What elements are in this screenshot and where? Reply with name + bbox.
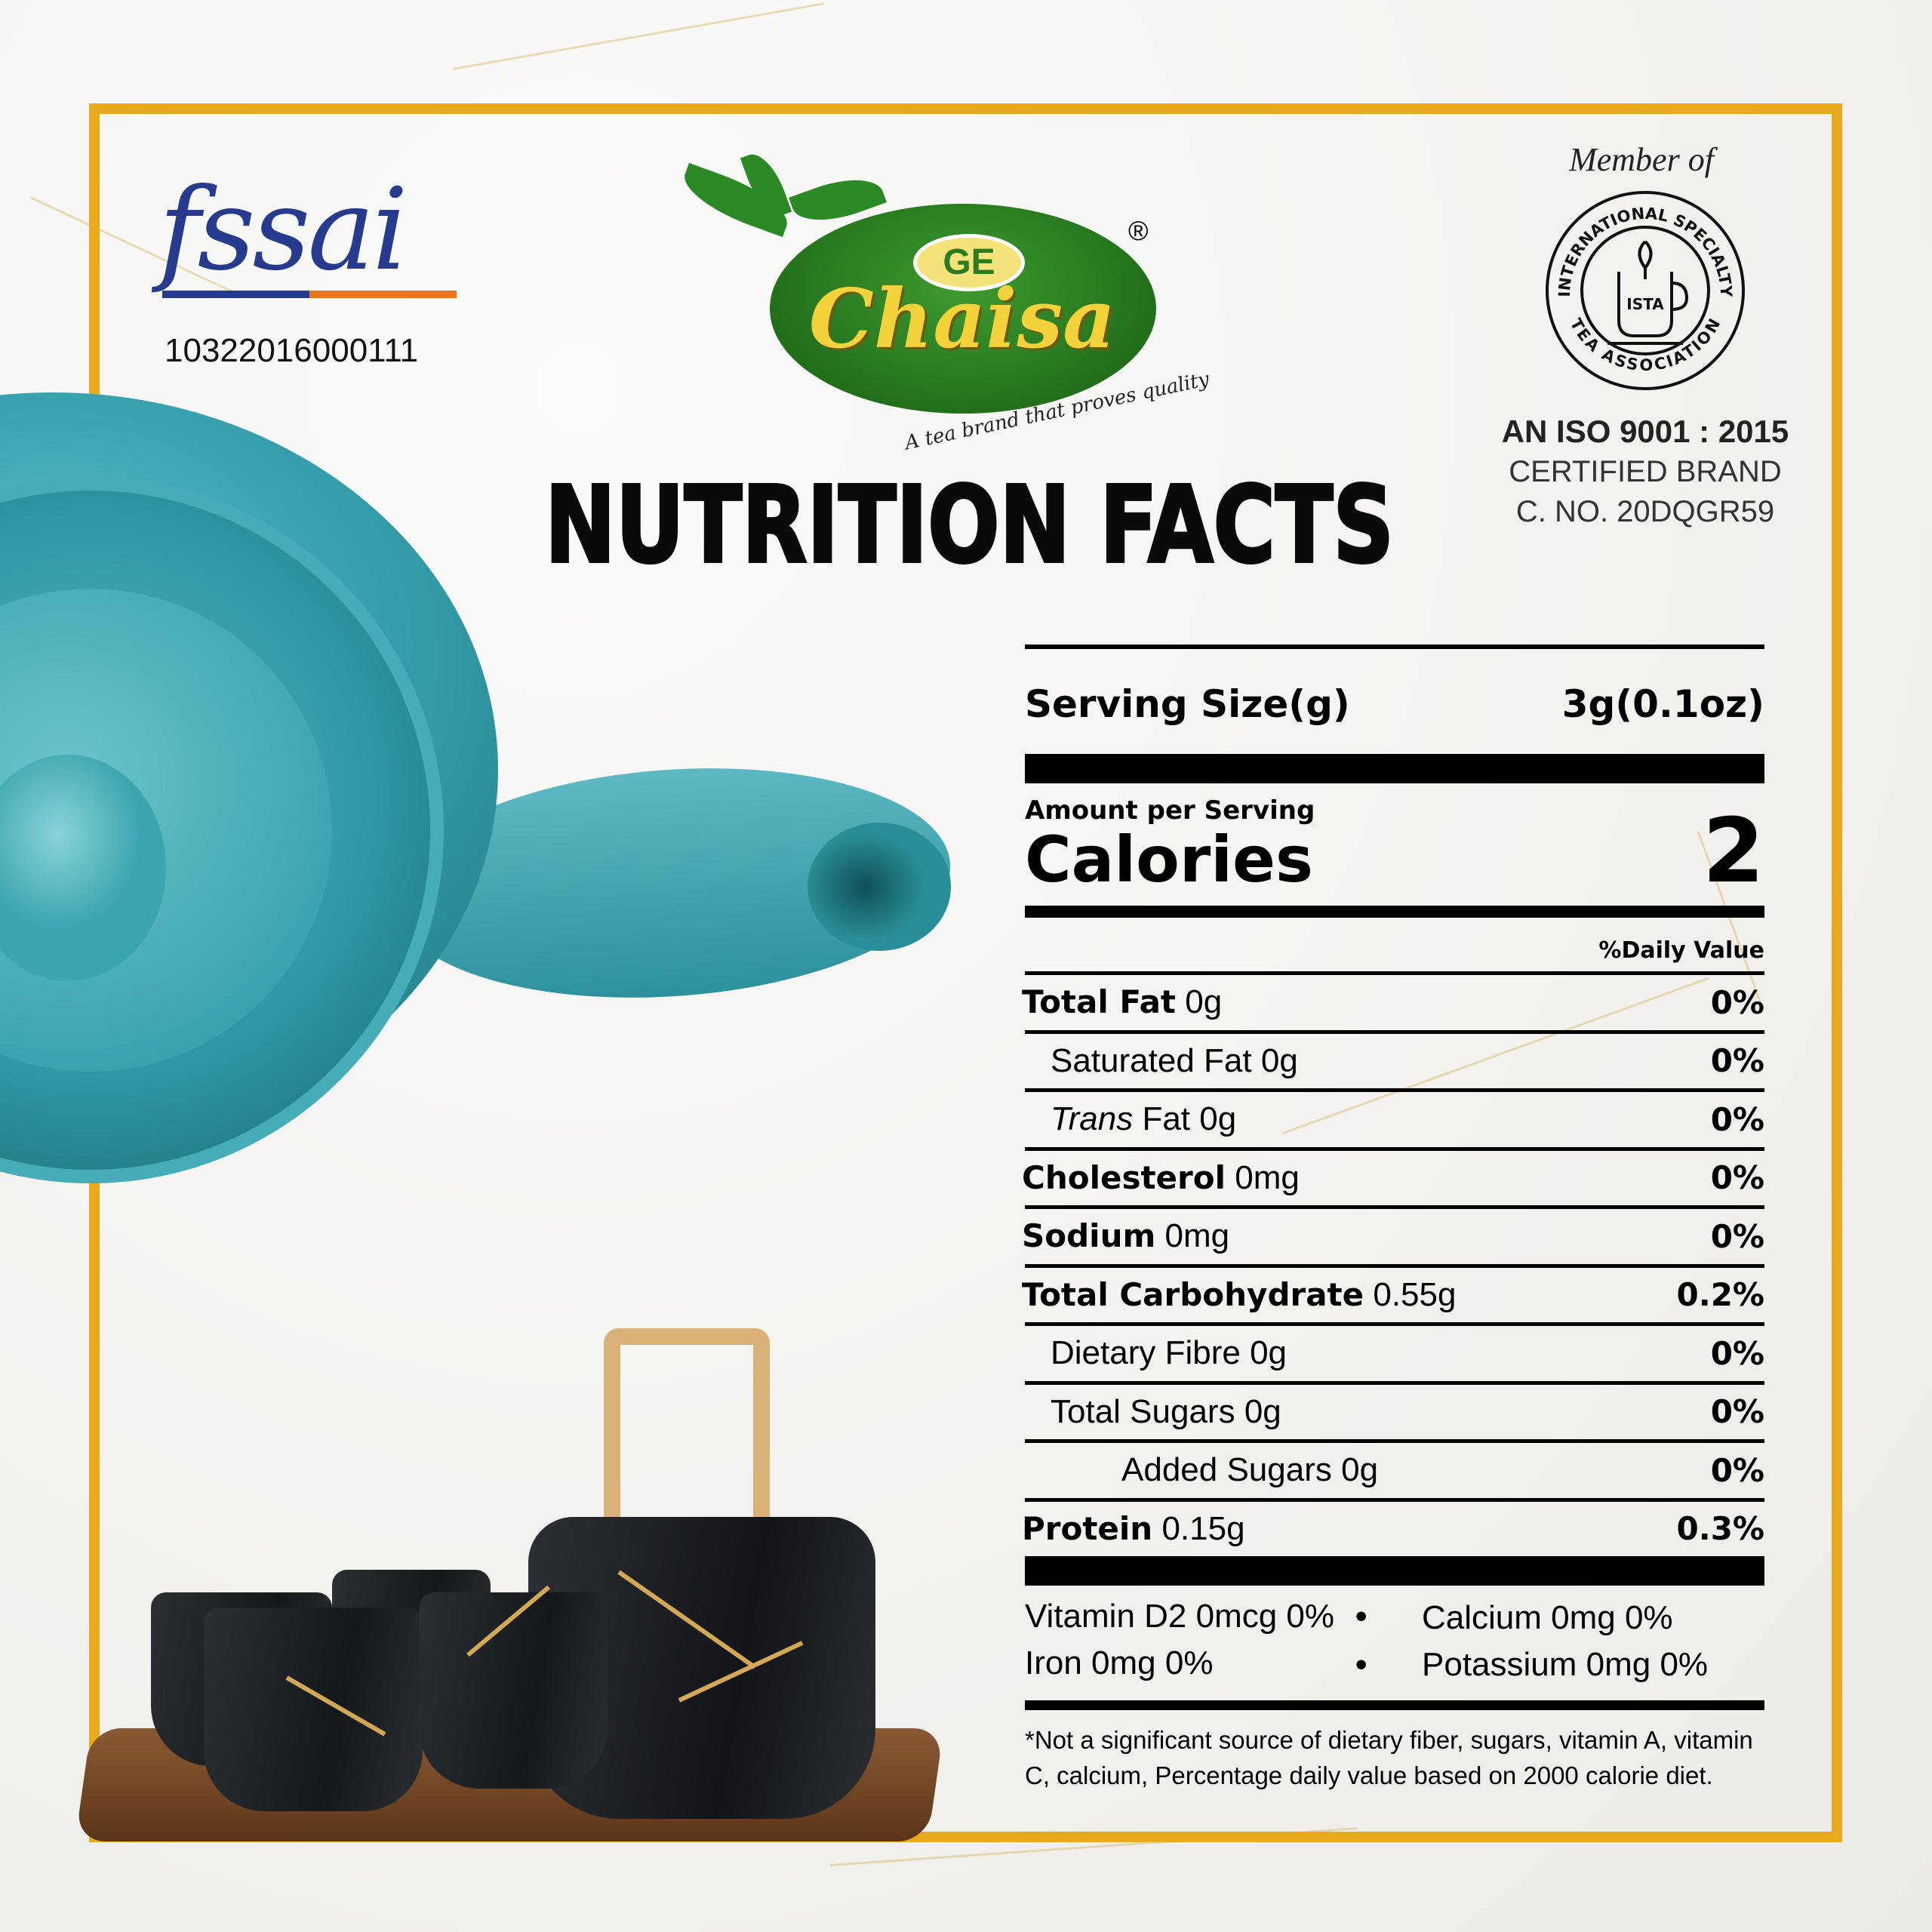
- nutrient-row: Cholesterol 0mg 0%: [1022, 1146, 1764, 1206]
- nutrient-amount: 0.15g: [1161, 1509, 1245, 1547]
- serving-size-value: 3g(0.1oz): [1561, 681, 1764, 726]
- nutrient-amount: 0.55g: [1373, 1275, 1457, 1313]
- nutrient-name: Added Sugars: [1121, 1451, 1332, 1489]
- nutrient-rows: Total Fat 0g 0% Saturated Fat 0g 0% Trans Fa…: [1022, 971, 1764, 1557]
- nutrient-name-suffix: Fat: [1142, 1100, 1191, 1138]
- iron-item: Iron 0mg 0%: [1025, 1644, 1214, 1681]
- nutrition-facts-table: Serving Size(g) 3g(0.1oz) Amount per Ser…: [1022, 645, 1764, 1793]
- teal-teapot-image: [0, 392, 951, 1183]
- calcium-item: Calcium 0mg 0%: [1422, 1599, 1673, 1636]
- teapot-spout-opening: [808, 823, 951, 951]
- nutrient-label: Saturated Fat 0g: [1051, 1042, 1298, 1080]
- teapot-spout: [392, 768, 951, 998]
- bullet: •: [1355, 1646, 1367, 1683]
- nutrient-daily-value: 0%: [1710, 1159, 1764, 1197]
- brand-name: Chaisa: [808, 272, 1116, 367]
- certificate-number: C. NO. 20DQGR59: [1515, 495, 1775, 528]
- member-of-label: Member of: [1569, 141, 1714, 178]
- cup: [204, 1607, 423, 1811]
- nutrient-label: Total Sugars 0g: [1051, 1393, 1281, 1431]
- nutrient-label: Sodium 0mg: [1022, 1217, 1229, 1255]
- divider: [1025, 645, 1764, 649]
- nutrient-row: Added Sugars 0g 0%: [1025, 1439, 1764, 1498]
- nutrient-label: Added Sugars 0g: [1121, 1451, 1378, 1489]
- nutrient-label: Total Fat 0g: [1022, 983, 1222, 1021]
- marble-vein: [452, 2, 825, 70]
- serving-size-row: Serving Size(g) 3g(0.1oz): [1025, 649, 1764, 754]
- iso-certification: AN ISO 9001 : 2015: [1501, 414, 1789, 449]
- nutrient-row: Protein 0.15g 0.3%: [1022, 1497, 1764, 1557]
- nutrient-amount: 0g: [1341, 1451, 1379, 1489]
- nutrient-label: Protein 0.15g: [1022, 1510, 1245, 1548]
- page-title-wrap: NUTRITION FACTS: [543, 468, 1395, 581]
- nutrient-amount: 0g: [1199, 1100, 1237, 1138]
- ista-seal: INTERNATIONAL SPECIALTY TEA ASSOCIATION …: [1546, 191, 1745, 390]
- divider: [1025, 1700, 1764, 1710]
- nutrient-label: Cholesterol 0mg: [1022, 1159, 1300, 1197]
- nutrient-name: Sodium: [1022, 1217, 1156, 1255]
- nutrient-name: Total Fat: [1022, 983, 1177, 1021]
- nutrient-daily-value: 0%: [1710, 1042, 1764, 1080]
- fssai-logo-stripe: [162, 291, 457, 298]
- nutrient-name: Cholesterol: [1022, 1158, 1226, 1196]
- nutrient-name: Total Carbohydrate: [1022, 1275, 1364, 1313]
- nutrient-row: Total Carbohydrate 0.55g 0.2%: [1022, 1263, 1764, 1323]
- registered-mark: ®: [1128, 215, 1149, 246]
- nutrient-daily-value: 0%: [1710, 1451, 1764, 1489]
- nutrient-daily-value: 0%: [1710, 1217, 1764, 1255]
- nutrient-daily-value: 0.2%: [1676, 1276, 1764, 1314]
- nutrient-daily-value: 0.3%: [1676, 1510, 1764, 1548]
- nutrient-amount: 0g: [1185, 983, 1223, 1021]
- nutrient-label: Dietary Fibre 0g: [1051, 1334, 1287, 1372]
- nutrient-row: Sodium 0mg 0%: [1022, 1205, 1764, 1264]
- certified-brand-label: CERTIFIED BRAND: [1509, 455, 1782, 488]
- calories-value: 2: [1702, 798, 1764, 903]
- seal-center-text: ISTA: [1626, 295, 1664, 313]
- nutrient-name: Protein: [1022, 1509, 1153, 1547]
- nutrient-amount: 0g: [1244, 1392, 1281, 1430]
- nutrient-name: Dietary Fibre: [1051, 1334, 1241, 1372]
- serving-size-label: Serving Size(g): [1025, 681, 1350, 726]
- nutrient-row: Dietary Fibre 0g 0%: [1025, 1322, 1764, 1381]
- leaf-icon: [1638, 240, 1653, 279]
- nutrient-amount: 0g: [1260, 1041, 1298, 1079]
- vitamin-d-item: Vitamin D2 0mcg 0%: [1025, 1598, 1335, 1635]
- brand-badge: GE: [913, 234, 1025, 291]
- vitamins-block: Vitamin D2 0mcg 0% • Calcium 0mg 0% Iron…: [1025, 1586, 1764, 1700]
- nutrient-daily-value: 0%: [1710, 983, 1764, 1021]
- cup: [419, 1592, 608, 1789]
- nutrient-name: Saturated Fat: [1051, 1041, 1252, 1079]
- cup-icon: [1617, 272, 1689, 337]
- nutrient-label: Total Carbohydrate 0.55g: [1022, 1276, 1456, 1314]
- nutrient-daily-value: 0%: [1710, 1100, 1764, 1138]
- nutrient-amount: 0g: [1250, 1334, 1287, 1372]
- nutrient-row: Trans Fat 0g 0%: [1025, 1088, 1764, 1147]
- daily-value-header: %Daily Value: [1598, 937, 1764, 964]
- teapot-knob: [0, 755, 166, 981]
- amount-per-serving-label: Amount per Serving: [1025, 795, 1315, 826]
- nutrient-row: Total Sugars 0g 0%: [1025, 1380, 1764, 1440]
- nutrient-name: Trans: [1051, 1100, 1134, 1138]
- nutrient-label: Trans Fat 0g: [1051, 1100, 1236, 1138]
- nutrient-amount: 0mg: [1164, 1217, 1230, 1255]
- bullet: •: [1355, 1598, 1367, 1635]
- page-title: NUTRITION FACTS: [545, 468, 1394, 581]
- calories-label: Calories: [1025, 823, 1314, 897]
- thick-divider: [1025, 754, 1764, 783]
- footnote: *Not a significant source of dietary fib…: [1025, 1726, 1753, 1789]
- nutrient-name: Total Sugars: [1051, 1392, 1235, 1430]
- fssai-license-number: 10322016000111: [165, 332, 419, 369]
- nutrient-row: Total Fat 0g 0%: [1022, 971, 1764, 1030]
- nutrient-daily-value: 0%: [1710, 1334, 1764, 1372]
- calories-block: Amount per Serving Calories 2: [1025, 783, 1764, 906]
- medium-divider: [1025, 906, 1764, 918]
- nutrient-row: Saturated Fat 0g 0%: [1025, 1029, 1764, 1089]
- kettle-handle: [604, 1328, 770, 1555]
- nutrient-amount: 0mg: [1235, 1158, 1300, 1196]
- fssai-logo: fssai: [158, 165, 408, 296]
- nutrient-daily-value: 0%: [1710, 1393, 1764, 1431]
- thick-divider: [1025, 1556, 1764, 1586]
- potassium-item: Potassium 0mg 0%: [1422, 1646, 1709, 1683]
